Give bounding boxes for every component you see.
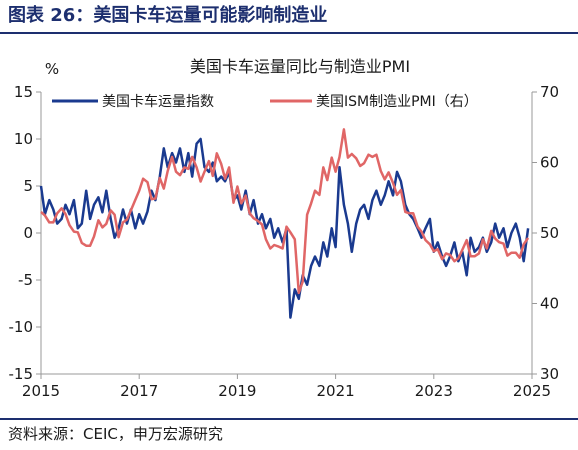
source-note: 资料来源：CEIC，申万宏源研究 — [8, 425, 223, 443]
x-tick-label: 2019 — [218, 382, 256, 400]
right-tick-label: 60 — [540, 154, 559, 172]
source-rule — [0, 418, 578, 420]
left-tick-label: 15 — [14, 83, 33, 101]
right-axis-ticks: 30 40 50 60 70 — [532, 83, 559, 383]
left-tick-label: -15 — [9, 365, 34, 383]
left-tick-label: 5 — [23, 177, 33, 195]
left-axis-ticks: -15 -10 -5 0 5 10 15 — [9, 83, 41, 383]
x-tick-label: 2021 — [317, 382, 355, 400]
series-line-ism-pmi — [40, 128, 530, 295]
left-tick-label: -10 — [9, 318, 34, 336]
x-tick-label: 2015 — [22, 382, 60, 400]
chart-title: 美国卡车运量同比与制造业PMI — [190, 57, 410, 76]
legend: 美国卡车运量指数 美国ISM制造业PMI（右） — [52, 93, 478, 110]
x-tick-label: 2017 — [120, 382, 158, 400]
figure-title: 图表 26：美国卡车运量可能影响制造业 — [8, 5, 328, 26]
left-tick-label: 10 — [14, 130, 33, 148]
left-tick-label: 0 — [23, 224, 33, 242]
legend-label-ism-pmi: 美国ISM制造业PMI（右） — [316, 94, 478, 110]
left-tick-label: -5 — [18, 271, 33, 289]
legend-label-truck-volume: 美国卡车运量指数 — [102, 93, 214, 110]
right-tick-label: 40 — [540, 295, 559, 313]
x-axis-ticks: 2015 2017 2019 2021 2023 2025 — [22, 374, 551, 400]
title-rule — [0, 32, 578, 34]
right-tick-label: 50 — [540, 224, 559, 242]
right-tick-label: 30 — [540, 365, 559, 383]
x-tick-label: 2023 — [415, 382, 453, 400]
line-chart: 美国卡车运量同比与制造业PMI % -15 -10 -5 0 5 10 15 30 40 50 6… — [9, 57, 560, 400]
right-tick-label: 70 — [540, 83, 559, 101]
x-tick-label: 2025 — [513, 382, 551, 400]
series-line-truck-volume — [39, 137, 530, 319]
left-axis-unit: % — [45, 60, 59, 78]
